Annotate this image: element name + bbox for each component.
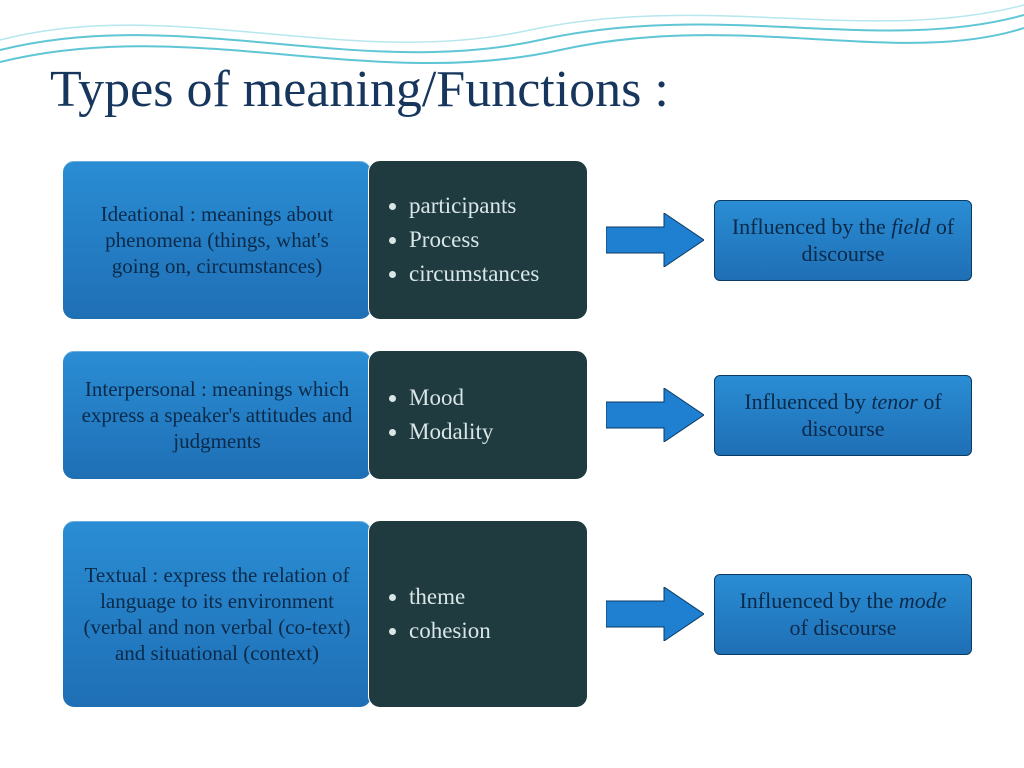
arrow-icon xyxy=(606,388,704,442)
influence-italic: mode xyxy=(899,588,947,613)
arrow-icon xyxy=(606,587,704,641)
bullet-item: Process xyxy=(409,224,539,256)
definition-text: Textual : express the relation of langua… xyxy=(81,562,353,667)
influence-textual: Influenced by the mode of discourse xyxy=(714,574,972,655)
influence-prefix: Influenced by the xyxy=(732,214,891,239)
row-textual: Textual : express the relation of langua… xyxy=(62,520,972,708)
influence-italic: tenor xyxy=(871,389,917,414)
influence-suffix: of discourse xyxy=(790,615,897,640)
definition-textual: Textual : express the relation of langua… xyxy=(62,520,372,708)
row-ideational: Ideational : meanings about phenomena (t… xyxy=(62,160,972,320)
influence-italic: field xyxy=(891,214,930,239)
influence-ideational: Influenced by the field of discourse xyxy=(714,200,972,281)
bullet-item: circumstances xyxy=(409,258,539,290)
influence-prefix: Influenced by the xyxy=(739,588,898,613)
bullet-item: theme xyxy=(409,581,491,613)
bullet-item: Modality xyxy=(409,416,493,448)
definition-text: Ideational : meanings about phenomena (t… xyxy=(81,201,353,280)
bullet-item: Mood xyxy=(409,382,493,414)
definition-ideational: Ideational : meanings about phenomena (t… xyxy=(62,160,372,320)
bullet-item: cohesion xyxy=(409,615,491,647)
definition-interpersonal: Interpersonal : meanings which express a… xyxy=(62,350,372,480)
bullets-ideational: participants Process circumstances xyxy=(368,160,588,320)
influence-prefix: Influenced by xyxy=(744,389,871,414)
definition-text: Interpersonal : meanings which express a… xyxy=(81,376,353,455)
influence-interpersonal: Influenced by tenor of discourse xyxy=(714,375,972,456)
bullets-textual: theme cohesion xyxy=(368,520,588,708)
bullet-item: participants xyxy=(409,190,539,222)
bullets-interpersonal: Mood Modality xyxy=(368,350,588,480)
slide-title: Types of meaning/Functions : xyxy=(50,60,669,119)
row-interpersonal: Interpersonal : meanings which express a… xyxy=(62,350,972,480)
arrow-icon xyxy=(606,213,704,267)
